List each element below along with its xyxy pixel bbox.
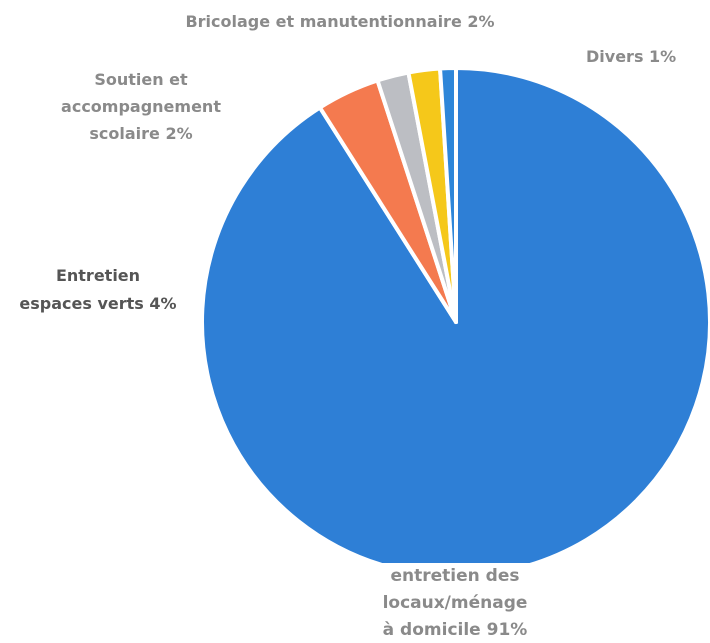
slice-label-bricolage: Bricolage et manutentionnaire 2% bbox=[185, 12, 495, 31]
slice-divers bbox=[438, 65, 458, 324]
slice-label-divers: Divers 1% bbox=[586, 47, 677, 66]
slice-label-soutien-scolaire: Soutien et accompagnement scolaire 2% bbox=[61, 70, 221, 143]
slice-label-espaces-verts: Entretien espaces verts 4% bbox=[19, 266, 177, 313]
slice-label-entretien-locaux: entretien des locaux/ménage à domicile 9… bbox=[362, 563, 548, 643]
